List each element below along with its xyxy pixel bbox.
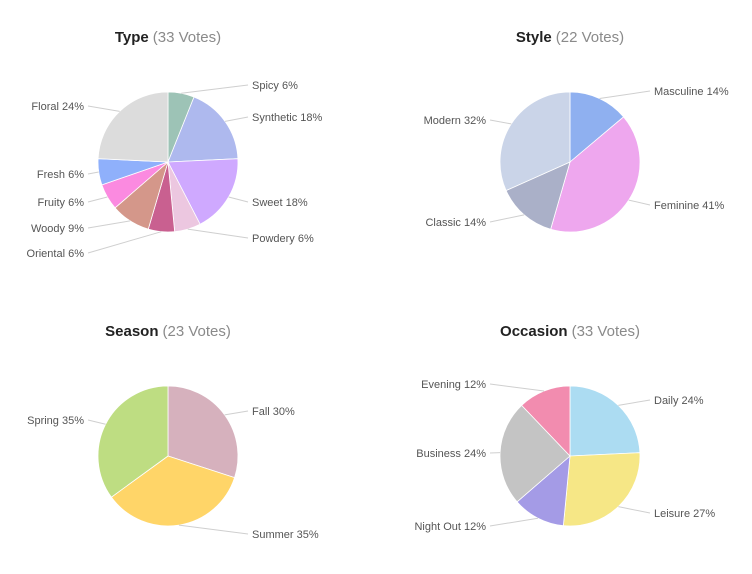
- pie-labels: Masculine 14% Feminine 41% Classic 14% Mode…: [424, 86, 729, 229]
- leader-line-spring: [87, 419, 106, 425]
- pie-labels: Daily 24% Leisure 27% Night Out 12% Busines…: [414, 379, 715, 533]
- pie-slice-modern[interactable]: [499, 91, 571, 192]
- leader-line-summer: [178, 524, 249, 535]
- pie-slice-daily[interactable]: [569, 385, 641, 457]
- chart-panel-type: Type (33 Votes) Spicy 6% Synthetic 18% Swee…: [0, 0, 376, 287]
- leader-line-oriental: [87, 231, 162, 254]
- leader-line-evening: [489, 383, 545, 392]
- slice-label-modern: Modern 32%: [424, 115, 487, 127]
- leader-line-masculine: [599, 90, 651, 100]
- chart-title-season: Season (23 Votes): [105, 323, 231, 340]
- pie-slices: [499, 385, 641, 527]
- slice-label-night-out: Night Out 12%: [414, 521, 486, 533]
- leader-line-feminine: [628, 199, 651, 206]
- chart-panel-season: Season (23 Votes) Fall 30% Summer 35% Sprin…: [0, 287, 376, 574]
- pie-chart-style: Style (22 Votes) Masculine 14% Feminine 41…: [424, 29, 729, 233]
- slice-label-fall: Fall 30%: [252, 406, 295, 418]
- pie-slice-masculine[interactable]: [569, 91, 625, 163]
- pie-chart-type: Type (33 Votes) Spicy 6% Synthetic 18% Swee…: [27, 29, 323, 260]
- slice-label-leisure: Leisure 27%: [654, 508, 715, 520]
- slice-label-masculine: Masculine 14%: [654, 86, 729, 98]
- slice-label-fruity: Fruity 6%: [38, 197, 85, 209]
- slice-label-feminine: Feminine 41%: [654, 200, 725, 212]
- slice-label-classic: Classic 14%: [425, 217, 486, 229]
- pie-slice-floral[interactable]: [97, 91, 169, 163]
- pie-slice-classic[interactable]: [505, 161, 571, 230]
- leader-line-leisure: [618, 506, 651, 514]
- slice-label-oriental: Oriental 6%: [27, 248, 85, 260]
- pie-slice-leisure[interactable]: [562, 452, 641, 527]
- pie-slice-summer[interactable]: [110, 455, 236, 527]
- slice-label-synthetic: Synthetic 18%: [252, 112, 323, 124]
- leader-line-fall: [224, 410, 249, 416]
- leader-line-synthetic: [224, 116, 249, 122]
- slice-label-business: Business 24%: [416, 448, 486, 460]
- pie-slices: [97, 91, 239, 233]
- slice-label-spring: Spring 35%: [27, 415, 84, 427]
- leader-line-floral: [87, 105, 120, 112]
- leader-line-fresh: [87, 171, 99, 175]
- pie-slice-spring[interactable]: [97, 385, 169, 498]
- leader-line-modern: [489, 119, 512, 125]
- slice-label-floral: Floral 24%: [31, 101, 84, 113]
- pie-labels: Spicy 6% Synthetic 18% Sweet 18% Powdery 6%…: [27, 80, 323, 260]
- leader-line-woody: [87, 220, 131, 229]
- slice-label-sweet: Sweet 18%: [252, 197, 308, 209]
- leader-line-classic: [489, 214, 525, 223]
- pie-slice-evening[interactable]: [521, 385, 571, 457]
- leader-line-daily: [618, 399, 651, 406]
- chart-panel-style: Style (22 Votes) Masculine 14% Feminine 41…: [376, 0, 752, 287]
- pie-labels: Fall 30% Summer 35% Spring 35%: [27, 406, 319, 541]
- pie-slices: [499, 91, 641, 233]
- chart-title-type: Type (33 Votes): [115, 29, 221, 46]
- chart-title-occasion: Occasion (33 Votes): [500, 323, 640, 340]
- leader-line-fruity: [87, 196, 108, 203]
- slice-label-evening: Evening 12%: [421, 379, 486, 391]
- slice-label-summer: Summer 35%: [252, 529, 319, 541]
- pie-chart-occasion: Occasion (33 Votes) Daily 24% Leisure 27% N…: [414, 323, 715, 533]
- pie-slices: [97, 385, 239, 527]
- slice-label-daily: Daily 24%: [654, 395, 704, 407]
- leader-line-sweet: [228, 196, 249, 203]
- slice-label-spicy: Spicy 6%: [252, 80, 298, 92]
- leader-line-powdery: [187, 228, 249, 239]
- pie-chart-season: Season (23 Votes) Fall 30% Summer 35% Sprin…: [27, 323, 319, 541]
- pie-slice-feminine[interactable]: [550, 116, 641, 233]
- slice-label-powdery: Powdery 6%: [252, 233, 314, 245]
- slice-label-woody: Woody 9%: [31, 223, 84, 235]
- chart-title-style: Style (22 Votes): [516, 29, 624, 46]
- leader-line-night-out: [489, 517, 539, 527]
- slice-label-fresh: Fresh 6%: [37, 169, 84, 181]
- pie-slice-fall[interactable]: [167, 385, 239, 479]
- leader-line-spicy: [181, 84, 249, 94]
- chart-panel-occasion: Occasion (33 Votes) Daily 24% Leisure 27% N…: [376, 287, 752, 574]
